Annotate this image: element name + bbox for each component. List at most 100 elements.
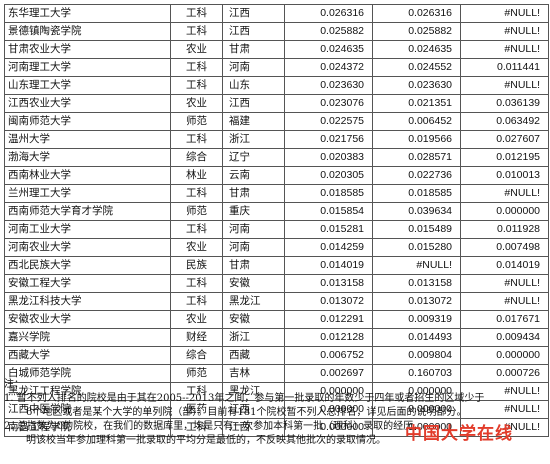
value-2-cell: 0.009319 <box>372 310 461 329</box>
name-cell: 西北民族大学 <box>4 256 171 275</box>
province-cell: 江西 <box>222 418 285 437</box>
name-cell: 东华理工大学 <box>4 4 171 23</box>
province-cell: 安徽 <box>222 274 285 293</box>
value-1-cell: 0.012128 <box>284 328 373 347</box>
table-row: 西南林业大学 林业 云南 0.020305 0.022736 0.010013 <box>4 166 549 185</box>
type-cell: 工科 <box>170 58 223 77</box>
name-cell: 西南师范大学育才学院 <box>4 202 171 221</box>
value-1-cell: 0.022575 <box>284 112 373 131</box>
value-2-cell: 0.000000 <box>372 400 461 419</box>
province-cell: 西藏 <box>222 346 285 365</box>
value-2-cell: 0.015489 <box>372 220 461 239</box>
value-2-cell: 0.021351 <box>372 94 461 113</box>
province-cell: 甘肃 <box>222 40 285 59</box>
value-2-cell: 0.024635 <box>372 40 461 59</box>
table-row: 江西农业大学 农业 江西 0.023076 0.021351 0.036139 <box>4 94 549 113</box>
value-1-cell: 0.000000 <box>284 400 373 419</box>
value-3-cell: #NULL! <box>460 22 549 41</box>
type-cell: 工科 <box>170 220 223 239</box>
value-3-cell: 0.014019 <box>460 256 549 275</box>
table-row: 河南农业大学 农业 河南 0.014259 0.015280 0.007498 <box>4 238 549 257</box>
type-cell: 林业 <box>170 166 223 185</box>
notes-section: 注： 1. 暂不列入排名的院校是由于其在2005--2013年之间，参与第一批录… <box>4 378 544 448</box>
value-1-cell: 0.013072 <box>284 292 373 311</box>
table-row: 河南工业大学 工科 河南 0.015281 0.015489 0.011928 <box>4 220 549 239</box>
table-row: 嘉兴学院 财经 浙江 0.012128 0.014493 0.009434 <box>4 328 549 347</box>
table-row: 闽南师范大学 师范 福建 0.022575 0.006452 0.063492 <box>4 112 549 131</box>
note-2-line-1: 2. 总指数为0的院校，在我们的数据库里，均是只有一次参加本科第一批（理科）录取… <box>4 421 424 432</box>
name-cell: 河南理工大学 <box>4 58 171 77</box>
value-1-cell: 0.000000 <box>284 418 373 437</box>
province-cell: 浙江 <box>222 130 285 149</box>
province-cell: 江西 <box>222 94 285 113</box>
name-cell: 温州大学 <box>4 130 171 149</box>
value-1-cell: 0.020305 <box>284 166 373 185</box>
table-row: 东华理工大学 工科 江西 0.026316 0.026316 #NULL! <box>4 4 549 23</box>
province-cell: 江西 <box>222 4 285 23</box>
table-row: 西藏大学 综合 西藏 0.006752 0.009804 0.000000 <box>4 346 549 365</box>
type-cell: 农业 <box>170 310 223 329</box>
value-2-cell: 0.024552 <box>372 58 461 77</box>
name-cell: 黑龙江科技大学 <box>4 292 171 311</box>
watermark-logo: 中国大学在线 <box>405 424 513 444</box>
value-3-cell: 0.027607 <box>460 130 549 149</box>
value-2-cell: 0.039634 <box>372 202 461 221</box>
type-cell: 师范 <box>170 112 223 131</box>
type-cell: 综合 <box>170 346 223 365</box>
value-3-cell: #NULL! <box>460 274 549 293</box>
ranking-table: 东华理工大学 工科 江西 0.026316 0.026316 #NULL! 景德镇陶瓷学院工… <box>4 4 549 437</box>
table-row: 西南师范大学育才学院 师范 重庆 0.015854 0.039634 0.000000 <box>4 202 549 221</box>
value-1-cell: 0.024372 <box>284 58 373 77</box>
name-cell: 南昌工程学院 <box>4 418 171 437</box>
value-3-cell: 0.000000 <box>460 202 549 221</box>
table-row: 西北民族大学 民族 甘肃 0.014019 #NULL! 0.014019 <box>4 256 549 275</box>
value-3-cell: 0.009434 <box>460 328 549 347</box>
value-1-cell: 0.020383 <box>284 148 373 167</box>
value-3-cell: #NULL! <box>460 184 549 203</box>
value-3-cell: 0.063492 <box>460 112 549 131</box>
value-1-cell: 0.015854 <box>284 202 373 221</box>
value-2-cell: 0.026316 <box>372 4 461 23</box>
table-row: 甘肃农业大学 农业 甘肃 0.024635 0.024635 #NULL! <box>4 40 549 59</box>
value-2-cell: 0.015280 <box>372 238 461 257</box>
value-1-cell: 0.012291 <box>284 310 373 329</box>
value-2-cell: 0.160703 <box>372 364 461 383</box>
province-cell: 山东 <box>222 76 285 95</box>
name-cell: 甘肃农业大学 <box>4 40 171 59</box>
value-1-cell: 0.014259 <box>284 238 373 257</box>
type-cell: 工科 <box>170 418 223 437</box>
name-cell: 兰州理工大学 <box>4 184 171 203</box>
type-cell: 工科 <box>170 130 223 149</box>
name-cell: 河南工业大学 <box>4 220 171 239</box>
value-3-cell: #NULL! <box>460 40 549 59</box>
table-row: 白城师范学院 师范 吉林 0.002697 0.160703 0.000726 <box>4 364 549 383</box>
province-cell: 云南 <box>222 166 285 185</box>
value-1-cell: 0.026316 <box>284 4 373 23</box>
note-2-line-2: 明该校当年参加理科第一批录取的平均分是最低的，不反映其他批次的录取情况。 <box>26 435 386 446</box>
value-1-cell: 0.006752 <box>284 346 373 365</box>
value-2-cell: 0.025882 <box>372 22 461 41</box>
value-1-cell: 0.013158 <box>284 274 373 293</box>
value-2-cell: 0.006452 <box>372 112 461 131</box>
value-1-cell: 0.000000 <box>284 382 373 401</box>
name-cell: 渤海大学 <box>4 148 171 167</box>
value-1-cell: 0.024635 <box>284 40 373 59</box>
name-cell: 嘉兴学院 <box>4 328 171 347</box>
table-row: 安徽农业大学 农业 安徽 0.012291 0.009319 0.017671 <box>4 310 549 329</box>
province-cell: 甘肃 <box>222 256 285 275</box>
value-2-cell: 0.022736 <box>372 166 461 185</box>
name-cell: 景德镇陶瓷学院 <box>4 22 171 41</box>
table-row: 景德镇陶瓷学院 工科 江西 0.025882 0.025882 #NULL! <box>4 22 549 41</box>
province-cell: 河南 <box>222 220 285 239</box>
value-1-cell: 0.023076 <box>284 94 373 113</box>
value-1-cell: 0.025882 <box>284 22 373 41</box>
type-cell: 工科 <box>170 76 223 95</box>
name-cell: 河南农业大学 <box>4 238 171 257</box>
value-3-cell: 0.007498 <box>460 238 549 257</box>
value-3-cell: #NULL! <box>460 400 549 419</box>
province-cell: 河南 <box>222 58 285 77</box>
value-2-cell: 0.014493 <box>372 328 461 347</box>
province-cell: 浙江 <box>222 328 285 347</box>
table-row: 江西中医学院 医药 江西 0.000000 0.000000 #NULL! <box>4 400 549 419</box>
table-row: 温州大学 工科 浙江 0.021756 0.019566 0.027607 <box>4 130 549 149</box>
